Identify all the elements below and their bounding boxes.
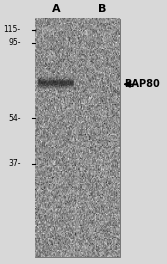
Text: 95-: 95- bbox=[8, 38, 21, 47]
FancyBboxPatch shape bbox=[35, 19, 120, 257]
Text: RAP80: RAP80 bbox=[124, 79, 160, 89]
Text: 54-: 54- bbox=[8, 114, 21, 122]
Text: 37-: 37- bbox=[8, 159, 21, 168]
Text: B: B bbox=[98, 4, 107, 14]
Text: 115-: 115- bbox=[4, 25, 21, 34]
Text: A: A bbox=[52, 4, 61, 14]
